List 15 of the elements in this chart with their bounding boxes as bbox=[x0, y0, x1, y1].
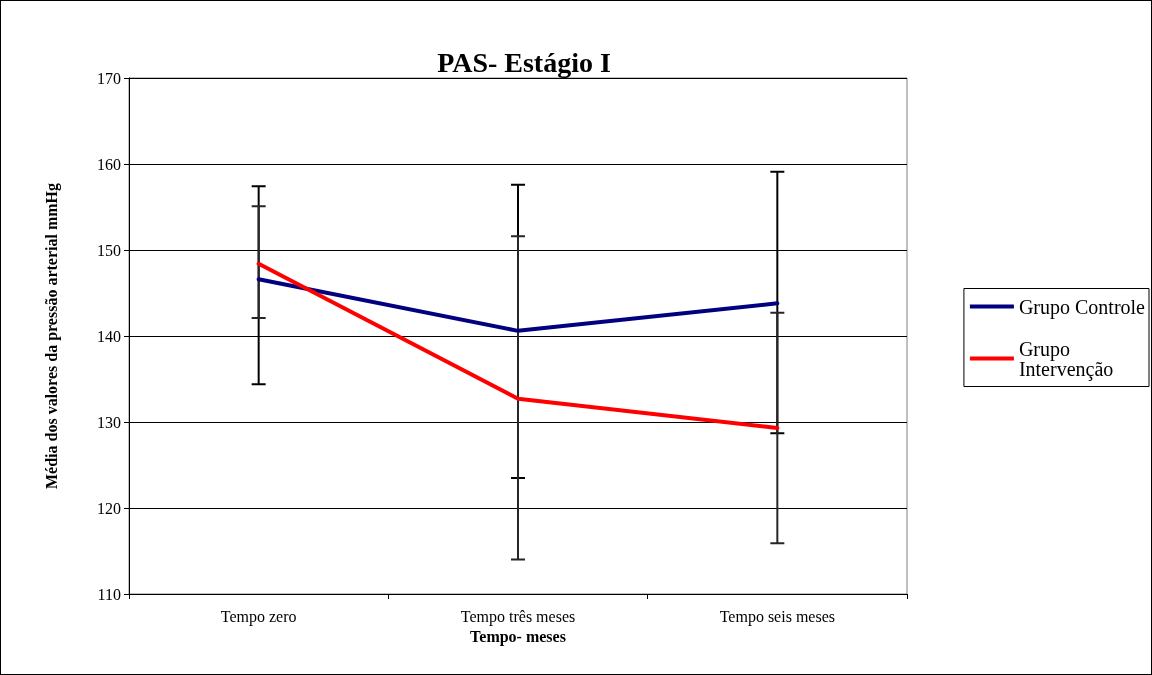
legend-label: Grupo Controle bbox=[1018, 295, 1146, 319]
y-axis-title: Média dos valores da pressão arterial mmHg bbox=[42, 182, 61, 490]
chart-title: PAS- Estágio I bbox=[437, 46, 611, 78]
y-tick-label: 130 bbox=[97, 413, 121, 431]
y-tick-label: 150 bbox=[97, 241, 121, 259]
x-axis-title: Tempo- meses bbox=[470, 628, 566, 647]
y-tick-label: 120 bbox=[97, 499, 121, 517]
x-tick-label: Tempo zero bbox=[220, 607, 297, 626]
y-tick-label: 140 bbox=[97, 327, 121, 345]
x-tick-label: Tempo três meses bbox=[460, 607, 576, 626]
legend-label: Grupo Intervenção bbox=[1018, 337, 1114, 381]
x-tick-label: Tempo seis meses bbox=[719, 607, 835, 626]
y-tick-label: 160 bbox=[97, 155, 121, 173]
y-tick-label: 110 bbox=[97, 585, 121, 603]
y-tick-label: 170 bbox=[97, 69, 121, 87]
